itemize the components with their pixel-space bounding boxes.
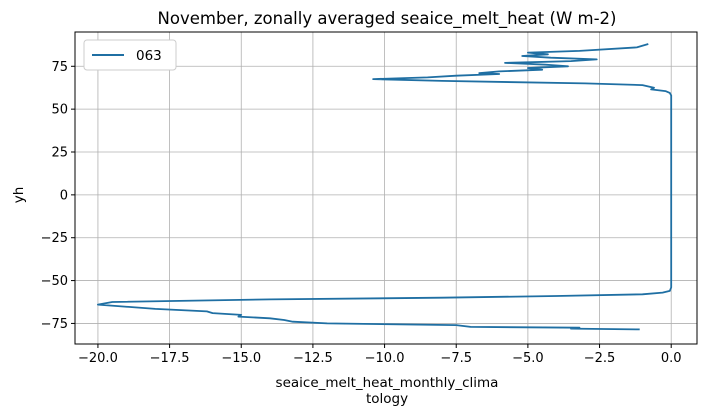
- x-tick-label: −20.0: [78, 351, 118, 366]
- x-axis: −20.0 −17.5 −15.0 −12.5 −10.0 −7.5 −5.0 −2.5 0.0: [78, 344, 682, 366]
- x-axis-label-line1: seaice_melt_heat_monthly_clima: [276, 375, 499, 391]
- x-tick-label: −17.5: [150, 351, 190, 366]
- x-tick-label: −10.0: [365, 351, 405, 366]
- x-tick-label: −2.5: [584, 351, 616, 366]
- y-tick-label: 75: [51, 60, 68, 75]
- legend: 063: [83, 39, 177, 71]
- y-tick-label: −75: [41, 317, 68, 332]
- y-axis-label: yh: [11, 187, 27, 204]
- x-tick-label: 0.0: [661, 351, 682, 366]
- series-line-063: [97, 43, 673, 331]
- x-tick-label: −5.0: [512, 351, 544, 366]
- y-axis: −75 −50 −25 0 25 50 75: [41, 60, 75, 332]
- y-tick-label: −25: [41, 231, 68, 246]
- plot-frame: [74, 31, 698, 345]
- chart-title: November, zonally averaged seaice_melt_h…: [158, 9, 617, 29]
- x-tick-label: −12.5: [293, 351, 333, 366]
- y-tick-label: 0: [60, 188, 68, 203]
- legend-label: 063: [136, 48, 162, 64]
- x-axis-label-line2: tology: [366, 391, 408, 407]
- x-tick-label: −15.0: [221, 351, 261, 366]
- y-tick-label: 50: [51, 103, 68, 118]
- legend-box: [83, 39, 177, 71]
- y-tick-label: −50: [41, 274, 68, 289]
- x-tick-label: −7.5: [440, 351, 472, 366]
- y-tick-label: 25: [51, 146, 68, 161]
- series-layer: [97, 43, 673, 331]
